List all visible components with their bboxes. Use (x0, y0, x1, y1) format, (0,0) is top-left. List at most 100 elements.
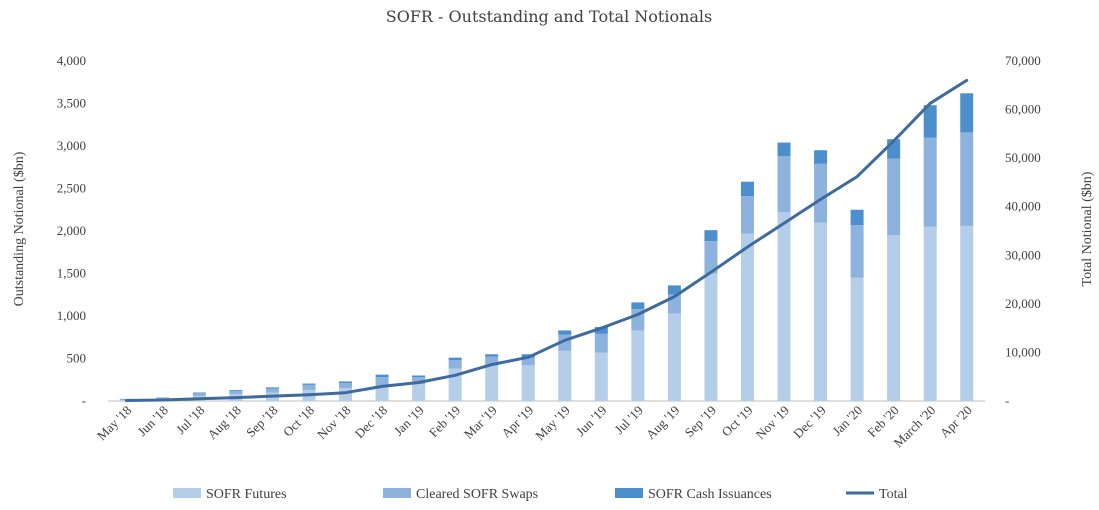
bar-cleared-sofr-swaps (412, 377, 426, 384)
bar-sofr-futures (558, 350, 572, 401)
chart-title: SOFR - Outstanding and Total Notionals (386, 7, 713, 26)
legend: SOFR Futures Cleared SOFR Swaps SOFR Cash … (173, 487, 908, 502)
bar-sofr-futures (375, 385, 389, 401)
bar-cleared-sofr-swaps (521, 357, 535, 366)
bar-sofr-cash-issuances (704, 230, 718, 242)
bar-cleared-sofr-swaps (594, 333, 608, 353)
bar-cleared-sofr-swaps (192, 393, 206, 396)
bar-sofr-cash-issuances (265, 387, 279, 389)
bar-sofr-futures (887, 235, 901, 401)
bar-cleared-sofr-swaps (229, 390, 243, 395)
y-right-tick-label: 10,000 (1005, 344, 1041, 359)
x-tick-label: Dec '19 (790, 403, 829, 442)
y-left-tick-label: 3,000 (57, 138, 86, 153)
bar-sofr-cash-issuances (485, 354, 499, 357)
y-right-tick-label: - (1005, 393, 1009, 408)
y-left-tick-label: 2,500 (57, 181, 86, 196)
x-tick-label: Jan '19 (391, 403, 427, 439)
bar-sofr-futures (339, 388, 353, 401)
x-tick-label: Jan '20 (829, 403, 865, 439)
y-right-tick-label: 70,000 (1005, 53, 1041, 68)
legend-swatch-cleared-sofr-swaps (383, 488, 411, 498)
bar-sofr-cash-issuances (375, 374, 389, 378)
bar-sofr-futures (412, 384, 426, 401)
x-tick-label: Apr '19 (498, 403, 536, 441)
y-left-tick-label: 4,000 (57, 53, 86, 68)
x-tick-label: Sep '19 (682, 403, 720, 441)
bar-sofr-cash-issuances (412, 375, 426, 378)
x-tick-label: Jun '19 (573, 403, 610, 440)
legend-label-sofr-futures: SOFR Futures (206, 487, 287, 502)
y-right-tick-label: 60,000 (1005, 102, 1041, 117)
bar-cleared-sofr-swaps (850, 225, 864, 278)
bar-sofr-cash-issuances (229, 389, 243, 391)
bar-sofr-cash-issuances (850, 209, 864, 226)
y-left-tick-label: 1,500 (57, 266, 86, 281)
legend-swatch-sofr-cash-issuances (615, 488, 643, 498)
legend-label-total: Total (879, 487, 908, 502)
x-tick-label: Oct '19 (719, 403, 756, 440)
x-tick-label: Dec '18 (352, 403, 391, 442)
bar-cleared-sofr-swaps (375, 377, 389, 386)
bar-cleared-sofr-swaps (777, 156, 791, 213)
x-tick-label: Oct '18 (280, 403, 317, 440)
bar-sofr-cash-issuances (448, 357, 462, 361)
bar-cleared-sofr-swaps (923, 137, 937, 227)
bar-sofr-futures (960, 225, 974, 401)
legend-swatch-sofr-futures (173, 488, 201, 498)
bar-sofr-cash-issuances (923, 105, 937, 138)
y-right-tick-label: 40,000 (1005, 199, 1041, 214)
bar-sofr-futures (485, 365, 499, 401)
y-axis-right-label: Total Notional ($bn) (1080, 171, 1095, 286)
bar-cleared-sofr-swaps (448, 360, 462, 369)
bar-cleared-sofr-swaps (485, 356, 499, 366)
bar-cleared-sofr-swaps (265, 388, 279, 393)
bar-sofr-futures (814, 222, 828, 401)
x-tick-label: Nov '19 (753, 403, 793, 443)
bar-sofr-futures (667, 313, 681, 401)
bar-sofr-cash-issuances (594, 327, 608, 334)
y-right-tick-label: 50,000 (1005, 150, 1041, 165)
y-axis-left-label: Outstanding Notional ($bn) (12, 151, 27, 306)
y-right-tick-label: 30,000 (1005, 247, 1041, 262)
y-left-tick-label: 1,000 (57, 308, 86, 323)
bar-sofr-cash-issuances (814, 150, 828, 164)
bar-cleared-sofr-swaps (887, 158, 901, 236)
x-tick-label: May '18 (94, 403, 135, 444)
bar-cleared-sofr-swaps (960, 132, 974, 226)
bar-sofr-futures (521, 365, 535, 401)
x-tick-label: Apr '20 (937, 403, 975, 441)
bar-cleared-sofr-swaps (302, 384, 316, 390)
bar-cleared-sofr-swaps (704, 241, 718, 274)
x-tick-label: Aug '18 (204, 403, 244, 443)
bar-sofr-futures (631, 330, 645, 401)
x-tick-label: Nov '18 (314, 403, 354, 443)
bar-sofr-cash-issuances (631, 302, 645, 310)
legend-label-cleared-sofr-swaps: Cleared SOFR Swaps (416, 487, 538, 502)
x-tick-label: Jul '18 (173, 403, 207, 437)
bar-sofr-cash-issuances (740, 181, 754, 197)
x-tick-label: Jun '18 (134, 403, 171, 440)
bar-sofr-futures (740, 233, 754, 401)
y-left-tick-label: 500 (67, 351, 87, 366)
x-tick-label: May '19 (532, 403, 573, 444)
y-left-tick-label: 2,000 (57, 223, 86, 238)
bar-sofr-futures (850, 277, 864, 401)
y-right-tick-label: 20,000 (1005, 296, 1041, 311)
x-tick-label: Aug '19 (643, 403, 683, 443)
bar-cleared-sofr-swaps (814, 163, 828, 223)
y-left-tick-label: 3,500 (57, 96, 86, 111)
x-tick-label: Mar '19 (461, 403, 500, 442)
bar-cleared-sofr-swaps (740, 196, 754, 234)
bar-sofr-futures (777, 212, 791, 401)
bar-sofr-cash-issuances (302, 383, 316, 385)
bar-sofr-cash-issuances (960, 93, 974, 133)
bar-sofr-futures (704, 273, 718, 401)
legend-label-sofr-cash-issuances: SOFR Cash Issuances (648, 487, 772, 502)
bar-cleared-sofr-swaps (339, 383, 353, 389)
plot-area: - 500 1,000 1,500 2,000 2,500 3,000 3,500 4,000 -… (57, 53, 1041, 450)
bar-sofr-futures (594, 352, 608, 401)
bar-sofr-cash-issuances (777, 142, 791, 157)
